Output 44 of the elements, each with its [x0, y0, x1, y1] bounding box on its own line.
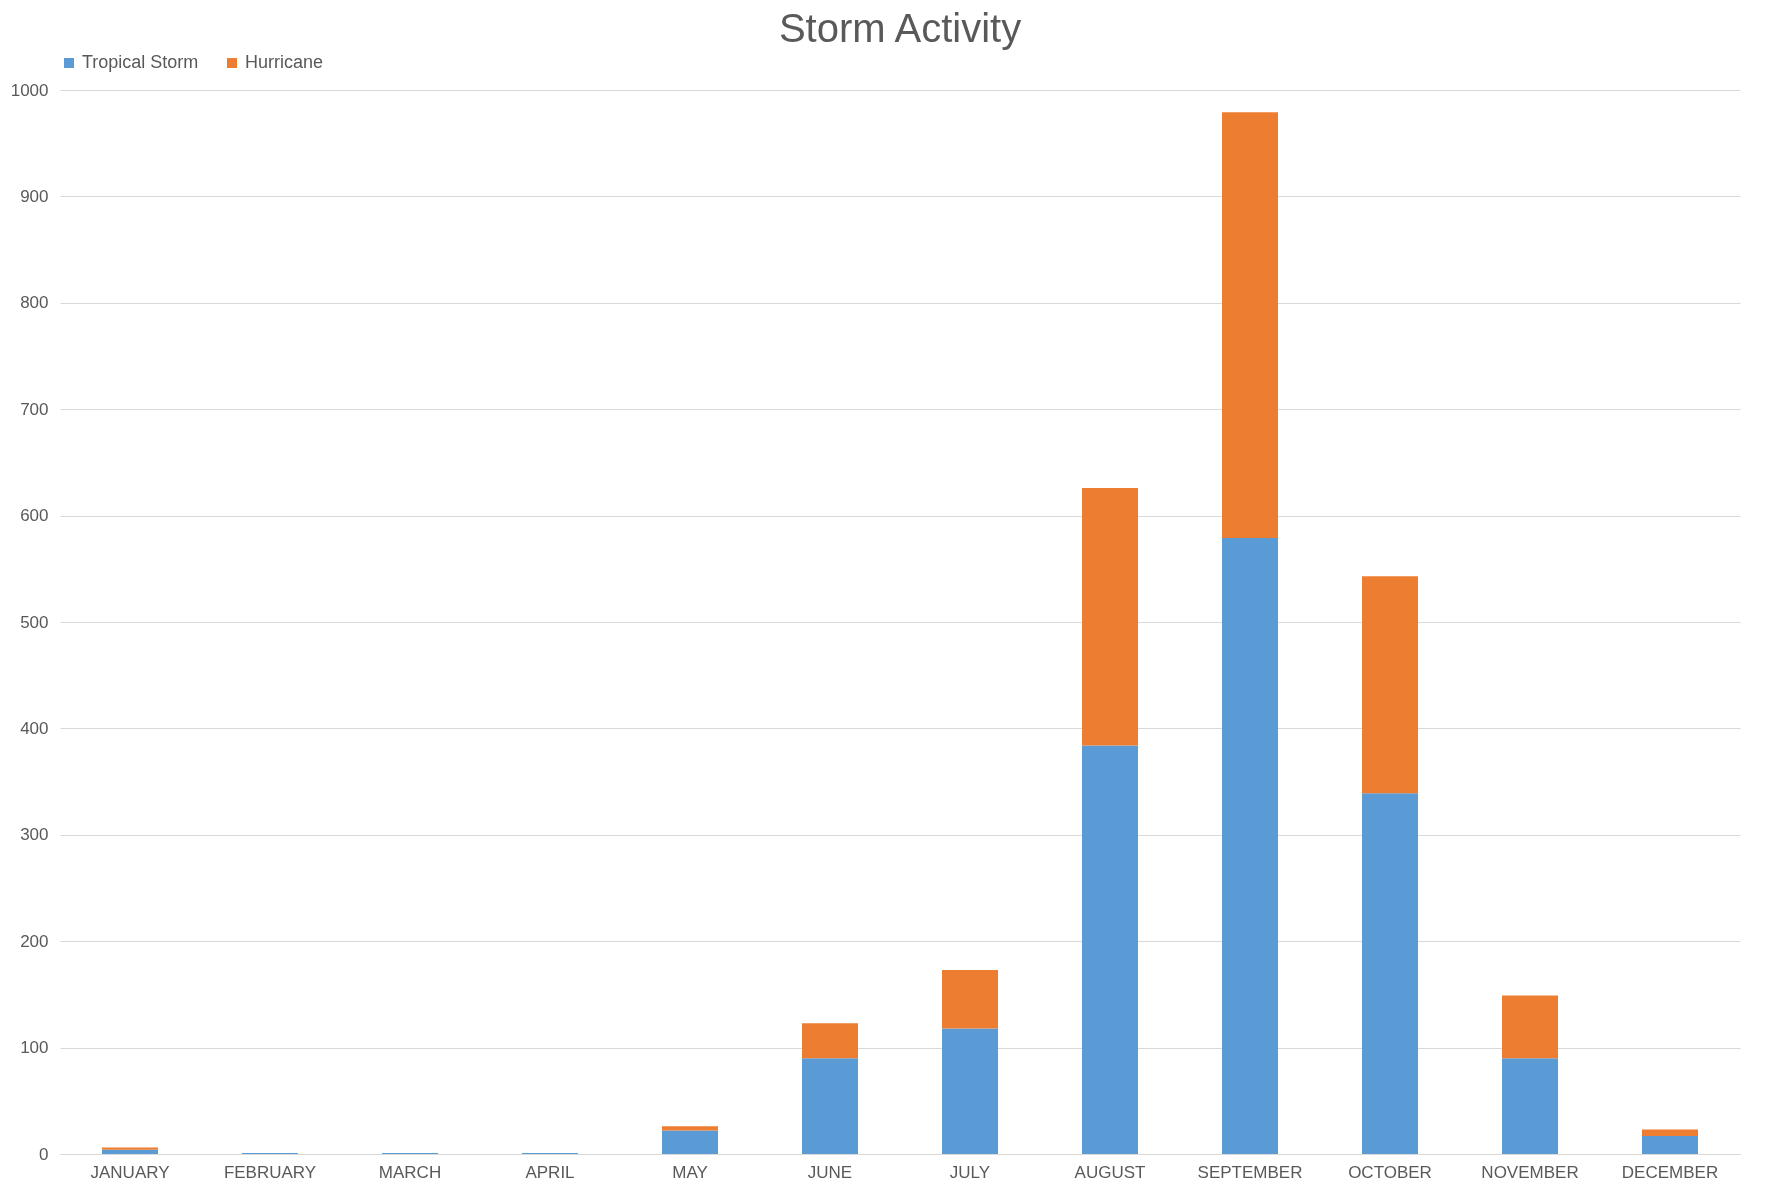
bar [1082, 487, 1138, 746]
bar [1502, 995, 1558, 1059]
y-tick-label: 800 [20, 293, 49, 313]
x-tick-label: MARCH [378, 1162, 442, 1182]
y-tick-label: 100 [20, 1038, 49, 1058]
bar [662, 1130, 718, 1154]
bar [802, 1058, 858, 1154]
y-tick-label: 500 [20, 612, 49, 632]
y-tick-label: 300 [20, 825, 49, 845]
x-tick-label: OCTOBER [1348, 1162, 1432, 1182]
x-tick-label: JUNE [807, 1162, 853, 1182]
x-tick-label: APRIL [525, 1162, 575, 1182]
x-tick-label: JANUARY [90, 1162, 170, 1182]
bar [1222, 112, 1278, 538]
legend-label: Hurricane [245, 52, 324, 72]
bar [102, 1147, 158, 1150]
x-tick-label: SEPTEMBER [1197, 1162, 1303, 1182]
bar [1362, 793, 1418, 1154]
x-tick-label: DECEMBER [1621, 1162, 1719, 1182]
bar [802, 1023, 858, 1059]
bar [942, 1028, 998, 1154]
x-tick-label: JULY [949, 1162, 991, 1182]
x-tick-label: MAY [672, 1162, 708, 1182]
bar [1222, 537, 1278, 1154]
y-tick-label: 900 [20, 186, 49, 206]
y-tick-label: 200 [20, 931, 49, 951]
y-tick-label: 700 [20, 399, 49, 419]
legend-label: Tropical Storm [82, 52, 199, 72]
x-tick-label: FEBRUARY [223, 1162, 317, 1182]
bar [942, 969, 998, 1029]
x-tick-label: AUGUST [1074, 1162, 1146, 1182]
chart-title: Storm Activity [778, 6, 1022, 50]
y-tick-label: 600 [20, 506, 49, 526]
bar [102, 1149, 158, 1154]
y-tick-label: 400 [20, 718, 49, 738]
x-tick-label: NOVEMBER [1481, 1162, 1579, 1182]
bar [1642, 1135, 1698, 1154]
bar [1642, 1129, 1698, 1136]
bar [1502, 1058, 1558, 1154]
y-tick-label: 0 [39, 1144, 49, 1164]
y-tick-label: 1000 [10, 80, 49, 100]
bar [662, 1126, 718, 1131]
bar [1082, 745, 1138, 1154]
bar [1362, 576, 1418, 794]
